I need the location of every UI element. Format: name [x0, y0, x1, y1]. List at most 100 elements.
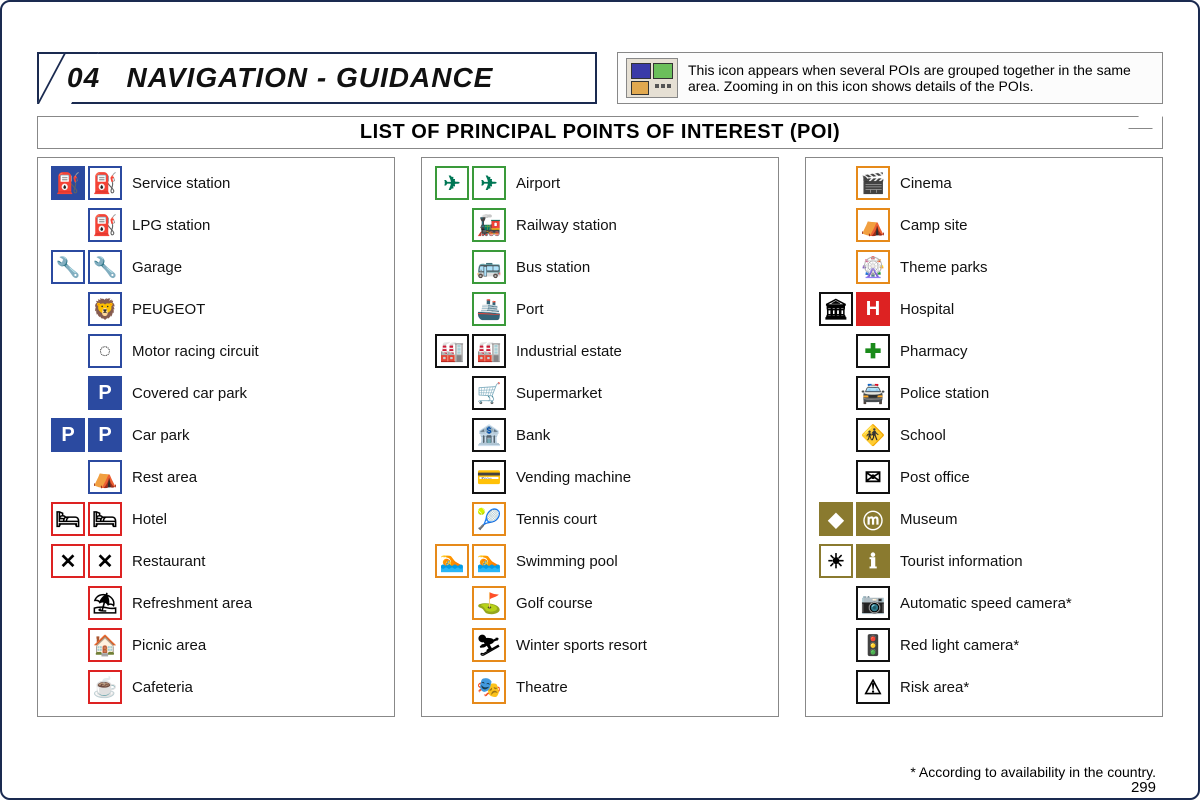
poi-label: Refreshment area	[132, 595, 384, 612]
poi-icon: ✈	[435, 166, 469, 200]
poi-icons: 🎬	[812, 166, 890, 200]
poi-icon: 🔧	[88, 250, 122, 284]
poi-icon: 🏭	[435, 334, 469, 368]
poi-icon: ℹ	[856, 544, 890, 578]
poi-icons: ✈✈	[428, 166, 506, 200]
poi-label: School	[900, 427, 1152, 444]
poi-icon: ⛷	[472, 628, 506, 662]
poi-label: Tennis court	[516, 511, 768, 528]
poi-grouped-icon	[626, 58, 678, 98]
poi-icon: ✈	[472, 166, 506, 200]
poi-label: Hotel	[132, 511, 384, 528]
poi-icon: 🔧	[51, 250, 85, 284]
poi-label: Theatre	[516, 679, 768, 696]
poi-icon: 🚌	[472, 250, 506, 284]
poi-icon: 🏠	[88, 628, 122, 662]
poi-row: 🛏🛏 Hotel	[44, 500, 384, 538]
poi-icons: 🚢	[428, 292, 506, 326]
poi-icons: PP	[44, 418, 122, 452]
poi-icons: 📷	[812, 586, 890, 620]
chapter-number: 04	[67, 62, 100, 93]
poi-icons: ✚	[812, 334, 890, 368]
poi-icons: 🚂	[428, 208, 506, 242]
poi-icons: 🏊🏊	[428, 544, 506, 578]
poi-icon: 🚔	[856, 376, 890, 410]
poi-column-2: ✈✈Airport🚂Railway station🚌Bus station🚢Po…	[421, 157, 779, 717]
poi-label: Railway station	[516, 217, 768, 234]
poi-icons: 🎾	[428, 502, 506, 536]
poi-icon: 🎬	[856, 166, 890, 200]
poi-label: Vending machine	[516, 469, 768, 486]
poi-icon: 🦁	[88, 292, 122, 326]
poi-icons: ☀ℹ	[812, 544, 890, 578]
poi-icon: ⛳	[472, 586, 506, 620]
poi-icon: ⛽	[51, 166, 85, 200]
chapter-heading: 04 NAVIGATION - GUIDANCE	[37, 52, 597, 104]
poi-label: Car park	[132, 427, 384, 444]
poi-icon: ✉	[856, 460, 890, 494]
poi-icon: ✕	[51, 544, 85, 578]
poi-icon: 🛏	[51, 502, 85, 536]
poi-icons: ⛺	[44, 460, 122, 494]
poi-icon: ⛺	[856, 208, 890, 242]
poi-icon: P	[51, 418, 85, 452]
footnote: * According to availability in the count…	[910, 764, 1156, 780]
poi-label: Garage	[132, 259, 384, 276]
poi-icons: 🛏🛏	[44, 502, 122, 536]
poi-label: Covered car park	[132, 385, 384, 402]
poi-icons: ◌	[44, 334, 122, 368]
poi-row: 🚢Port	[428, 290, 768, 328]
poi-row: ◌Motor racing circuit	[44, 332, 384, 370]
poi-row: ⛱ Refreshment area	[44, 584, 384, 622]
poi-icon: 🚢	[472, 292, 506, 326]
poi-icon: P	[88, 418, 122, 452]
poi-label: Bus station	[516, 259, 768, 276]
poi-icon: 🚂	[472, 208, 506, 242]
poi-row: ⛽LPG station	[44, 206, 384, 244]
poi-label: Restaurant	[132, 553, 384, 570]
poi-row: ⛷Winter sports resort	[428, 626, 768, 664]
poi-label: Swimming pool	[516, 553, 768, 570]
section-subtitle: LIST OF PRINCIPAL POINTS OF INTEREST (PO…	[37, 116, 1163, 149]
poi-row: 🏠 Picnic area	[44, 626, 384, 664]
poi-icons: 🦁	[44, 292, 122, 326]
poi-row: 🚂 Railway station	[428, 206, 768, 244]
poi-label: Service station	[132, 175, 384, 192]
poi-icons: 🔧🔧	[44, 250, 122, 284]
poi-icons: P	[44, 376, 122, 410]
poi-row: ⛽⛽ Service station	[44, 164, 384, 202]
poi-icons: ⛷	[428, 628, 506, 662]
poi-row: 🏛HHospital	[812, 290, 1152, 328]
poi-row: 🎾 Tennis court	[428, 500, 768, 538]
poi-row: 💳Vending machine	[428, 458, 768, 496]
top-bar: 04 NAVIGATION - GUIDANCE This icon appea…	[37, 52, 1163, 104]
poi-row: 🔧🔧 Garage	[44, 248, 384, 286]
poi-column-3: 🎬Cinema⛺Camp site🎡Theme parks🏛HHospital✚…	[805, 157, 1163, 717]
poi-icon: 🏦	[472, 418, 506, 452]
poi-icon: ✚	[856, 334, 890, 368]
poi-icon: ⚠	[856, 670, 890, 704]
poi-label: Industrial estate	[516, 343, 768, 360]
poi-label: Picnic area	[132, 637, 384, 654]
poi-row: 🏦Bank	[428, 416, 768, 454]
poi-row: 🚔Police station	[812, 374, 1152, 412]
poi-row: 🛒Supermarket	[428, 374, 768, 412]
poi-label: Pharmacy	[900, 343, 1152, 360]
poi-icons: 🚔	[812, 376, 890, 410]
poi-row: 📷Automatic speed camera*	[812, 584, 1152, 622]
poi-icon: ⛺	[88, 460, 122, 494]
poi-row: ✚ Pharmacy	[812, 332, 1152, 370]
poi-icon: ⛽	[88, 166, 122, 200]
poi-icon: ◆	[819, 502, 853, 536]
poi-icons: ◆ⓜ	[812, 502, 890, 536]
poi-icon: 🚦	[856, 628, 890, 662]
poi-label: Red light camera*	[900, 637, 1152, 654]
poi-label: Rest area	[132, 469, 384, 486]
poi-icons: ⛺	[812, 208, 890, 242]
poi-icons: ⛱	[44, 586, 122, 620]
poi-icons: 🚦	[812, 628, 890, 662]
poi-row: ☕Cafeteria	[44, 668, 384, 706]
poi-icon: ⛽	[88, 208, 122, 242]
poi-row: PP Car park	[44, 416, 384, 454]
poi-icon: H	[856, 292, 890, 326]
